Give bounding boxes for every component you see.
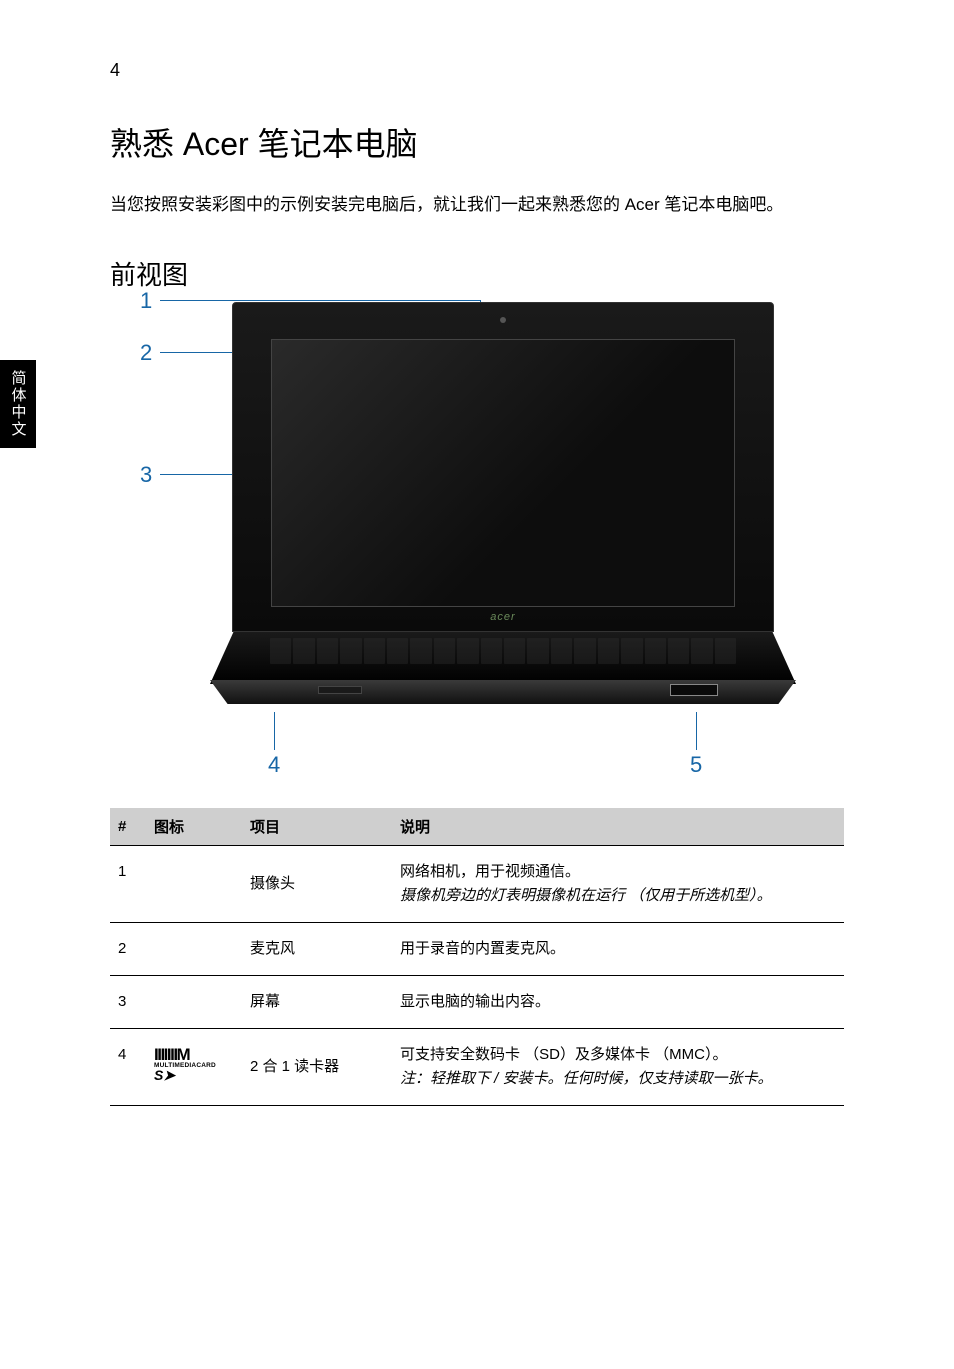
cell-description: 网络相机，用于视频通信。摄像机旁边的灯表明摄像机在运行 （仅用于所选机型）。 bbox=[392, 846, 844, 923]
laptop-base bbox=[210, 632, 796, 704]
language-side-tab: 简体中文 bbox=[0, 360, 36, 448]
th-icon: 图标 bbox=[146, 808, 242, 846]
callout-5: 5 bbox=[690, 752, 702, 778]
cell-description: 可支持安全数码卡 （SD）及多媒体卡 （MMC）。注：轻推取下 / 安装卡。任何… bbox=[392, 1029, 844, 1106]
laptop-lid: acer bbox=[232, 302, 774, 632]
callout-3: 3 bbox=[140, 462, 152, 488]
intro-paragraph: 当您按照安装彩图中的示例安装完电脑后，就让我们一起来熟悉您的 Acer 笔记本电… bbox=[110, 191, 844, 219]
th-desc: 说明 bbox=[392, 808, 844, 846]
table-row: 3 屏幕显示电脑的输出内容。 bbox=[110, 976, 844, 1029]
desc-main: 用于录音的内置麦克风。 bbox=[400, 937, 836, 961]
cell-number: 2 bbox=[110, 923, 146, 976]
th-number: # bbox=[110, 808, 146, 846]
callout-1-line bbox=[160, 300, 480, 301]
callout-4: 4 bbox=[268, 752, 280, 778]
desc-note: 注：轻推取下 / 安装卡。任何时候，仅支持读取一张卡。 bbox=[400, 1067, 836, 1091]
page-number: 4 bbox=[110, 60, 844, 81]
callout-5-vline bbox=[696, 712, 697, 750]
led-slot-graphic bbox=[670, 684, 718, 696]
th-item: 项目 bbox=[242, 808, 392, 846]
desc-main: 显示电脑的输出内容。 bbox=[400, 990, 836, 1014]
cell-icon bbox=[146, 923, 242, 976]
laptop-screen bbox=[271, 339, 735, 607]
laptop-illustration: acer bbox=[210, 302, 796, 704]
parts-table: # 图标 项目 说明 1 摄像头网络相机，用于视频通信。摄像机旁边的灯表明摄像机在… bbox=[110, 808, 844, 1106]
sd-slot-graphic bbox=[318, 686, 362, 694]
page-title: 熟悉 Acer 笔记本电脑 bbox=[110, 119, 844, 165]
cell-number: 1 bbox=[110, 846, 146, 923]
table-row: 1 摄像头网络相机，用于视频通信。摄像机旁边的灯表明摄像机在运行 （仅用于所选机型… bbox=[110, 846, 844, 923]
camera-dot bbox=[500, 317, 506, 323]
cell-description: 显示电脑的输出内容。 bbox=[392, 976, 844, 1029]
cell-item: 麦克风 bbox=[242, 923, 392, 976]
cell-icon bbox=[146, 846, 242, 923]
table-header-row: # 图标 项目 说明 bbox=[110, 808, 844, 846]
callout-4-vline bbox=[274, 712, 275, 750]
callout-2: 2 bbox=[140, 340, 152, 366]
cell-item: 屏幕 bbox=[242, 976, 392, 1029]
desc-note: 摄像机旁边的灯表明摄像机在运行 （仅用于所选机型）。 bbox=[400, 884, 836, 908]
cell-icon: IIIIIIIMMULTIMEDIACARDS➤ bbox=[146, 1029, 242, 1106]
table-row: 4IIIIIIIMMULTIMEDIACARDS➤ 2 合 1 读卡器可支持安全数… bbox=[110, 1029, 844, 1106]
callout-1: 1 bbox=[140, 288, 152, 314]
multimedia-card-icon: IIIIIIIMMULTIMEDIACARDS➤ bbox=[154, 1046, 216, 1083]
cell-icon bbox=[146, 976, 242, 1029]
desc-main: 可支持安全数码卡 （SD）及多媒体卡 （MMC）。 bbox=[400, 1043, 836, 1067]
table-row: 2 麦克风用于录音的内置麦克风。 bbox=[110, 923, 844, 976]
cell-number: 3 bbox=[110, 976, 146, 1029]
cell-item: 摄像头 bbox=[242, 846, 392, 923]
cell-item: 2 合 1 读卡器 bbox=[242, 1029, 392, 1106]
acer-logo: acer bbox=[490, 611, 515, 623]
desc-main: 网络相机，用于视频通信。 bbox=[400, 860, 836, 884]
front-view-figure: 1 2 3 4 5 acer bbox=[140, 284, 780, 784]
cell-description: 用于录音的内置麦克风。 bbox=[392, 923, 844, 976]
cell-number: 4 bbox=[110, 1029, 146, 1106]
